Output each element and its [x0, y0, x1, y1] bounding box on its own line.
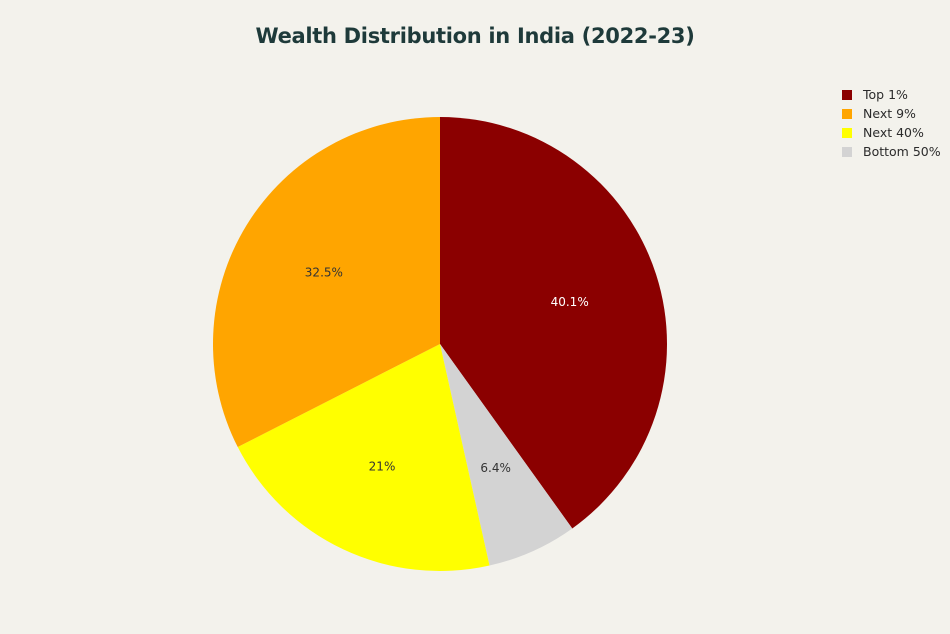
legend-label-bottom-50: Bottom 50%: [863, 144, 941, 159]
slice-label-next-40: 21%: [369, 460, 396, 474]
legend-label-next-40: Next 40%: [863, 125, 924, 140]
legend-swatch-next-40: [842, 127, 852, 138]
legend-item-next-9[interactable]: Next 9%: [842, 104, 948, 123]
legend-swatch-bottom-50: [842, 146, 852, 157]
legend-swatch-next-9: [842, 108, 852, 119]
slice-label-bottom-50: 6.4%: [480, 461, 511, 475]
legend-swatch-top-1: [842, 89, 852, 100]
legend: Top 1% Next 9% Next 40% Bottom 50%: [842, 85, 948, 161]
slice-label-next-9: 32.5%: [305, 265, 343, 279]
legend-item-top-1[interactable]: Top 1%: [842, 85, 948, 104]
pie-slice-next-40[interactable]: [237, 344, 490, 571]
legend-item-bottom-50[interactable]: Bottom 50%: [842, 142, 948, 161]
pie-slices: [213, 117, 667, 571]
legend-label-top-1: Top 1%: [863, 87, 908, 102]
pie-slice-bottom-50[interactable]: [440, 344, 573, 566]
legend-label-next-9: Next 9%: [863, 106, 916, 121]
pie-labels: 40.1% 6.4% 21% 32.5%: [305, 265, 589, 474]
legend-item-next-40[interactable]: Next 40%: [842, 123, 948, 142]
pie-slice-next-9[interactable]: [213, 117, 440, 448]
pie-slice-top-1[interactable]: [440, 117, 667, 529]
slice-label-top-1: 40.1%: [551, 295, 589, 309]
chart-title: Wealth Distribution in India (2022-23): [255, 24, 695, 48]
